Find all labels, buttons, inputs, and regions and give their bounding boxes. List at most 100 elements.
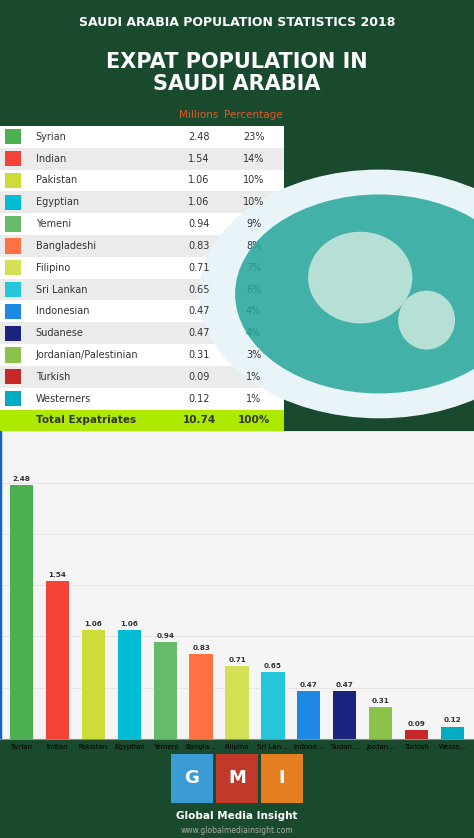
Text: 0.12: 0.12 [188, 394, 210, 404]
Text: Westerners: Westerners [36, 394, 91, 404]
Text: 0.83: 0.83 [192, 644, 210, 650]
Bar [82, 630, 105, 739]
Text: Global Media Insight: Global Media Insight [176, 811, 298, 821]
Text: Turkish: Turkish [36, 372, 70, 382]
Bar [154, 643, 177, 739]
Bar [0, 213, 284, 235]
Text: Egyptian: Egyptian [36, 197, 79, 207]
Text: 0.31: 0.31 [372, 698, 390, 704]
Text: SAUDI ARABIA POPULATION STATISTICS 2018: SAUDI ARABIA POPULATION STATISTICS 2018 [79, 17, 395, 29]
Text: 1.06: 1.06 [188, 197, 210, 207]
Text: Indonesian: Indonesian [36, 307, 89, 317]
Text: 8%: 8% [246, 241, 261, 251]
Text: 10%: 10% [243, 197, 264, 207]
Circle shape [199, 169, 474, 418]
Bar [0, 301, 284, 323]
Text: 0.09: 0.09 [408, 721, 426, 727]
Text: 1%: 1% [246, 372, 261, 382]
Text: 1%: 1% [246, 394, 261, 404]
Bar [0, 344, 284, 366]
Text: 6%: 6% [246, 285, 261, 295]
Bar [5, 238, 21, 254]
Bar [0, 169, 284, 191]
Bar [190, 654, 213, 739]
Text: 0.65: 0.65 [264, 663, 282, 670]
Bar [5, 348, 21, 363]
Text: Pakistan: Pakistan [36, 175, 77, 185]
Bar [0, 366, 284, 388]
Bar [216, 753, 258, 804]
Bar [5, 173, 21, 188]
Bar [297, 691, 320, 739]
Text: 0.94: 0.94 [156, 634, 174, 639]
Text: 1.54: 1.54 [188, 153, 210, 163]
Text: Bangladeshi: Bangladeshi [36, 241, 96, 251]
Text: 7%: 7% [246, 263, 261, 272]
Text: 1.06: 1.06 [120, 621, 138, 627]
Bar [10, 484, 33, 739]
Bar [46, 581, 69, 739]
Ellipse shape [235, 194, 474, 393]
Bar [261, 672, 284, 739]
Text: Jordanian/Palestinian: Jordanian/Palestinian [36, 350, 138, 360]
Text: 2.48: 2.48 [13, 476, 30, 482]
Bar [171, 753, 213, 804]
Text: 14%: 14% [243, 153, 264, 163]
Text: 1.54: 1.54 [48, 572, 66, 578]
Bar [405, 730, 428, 739]
Text: 3%: 3% [246, 350, 261, 360]
Bar [441, 727, 464, 739]
Bar [0, 235, 284, 257]
Text: 0.65: 0.65 [188, 285, 210, 295]
Bar [118, 630, 141, 739]
Bar [0, 257, 284, 279]
Bar [5, 370, 21, 385]
Bar [261, 753, 303, 804]
Text: 100%: 100% [237, 416, 270, 426]
Text: Syrian: Syrian [36, 132, 66, 142]
Text: Filipino: Filipino [36, 263, 70, 272]
Text: 10.74: 10.74 [182, 416, 216, 426]
Bar [0, 410, 284, 432]
Text: 0.71: 0.71 [188, 263, 210, 272]
Bar [5, 391, 21, 406]
Bar [333, 691, 356, 739]
Text: 1.06: 1.06 [188, 175, 210, 185]
Text: 1.06: 1.06 [84, 621, 102, 627]
Text: 2.48: 2.48 [188, 132, 210, 142]
Text: Yemeni: Yemeni [36, 219, 71, 229]
Bar [225, 666, 249, 739]
Text: www.globalmediainsight.com: www.globalmediainsight.com [181, 825, 293, 835]
Text: 0.47: 0.47 [336, 681, 354, 688]
Text: Sudanese: Sudanese [36, 328, 83, 339]
Text: Millions: Millions [179, 110, 219, 120]
Text: 0.31: 0.31 [188, 350, 210, 360]
Text: I: I [279, 769, 285, 788]
Bar [5, 151, 21, 166]
Text: 0.71: 0.71 [228, 657, 246, 663]
Bar [5, 282, 21, 297]
Text: 10%: 10% [243, 175, 264, 185]
Text: 0.47: 0.47 [188, 307, 210, 317]
Text: EXPAT POPULATION IN
SAUDI ARABIA: EXPAT POPULATION IN SAUDI ARABIA [106, 52, 368, 94]
Text: Percentage: Percentage [224, 110, 283, 120]
Text: Indian: Indian [36, 153, 66, 163]
Bar [369, 707, 392, 739]
Bar [5, 260, 21, 276]
Text: M: M [228, 769, 246, 788]
Bar [5, 129, 21, 144]
Text: 0.47: 0.47 [300, 681, 318, 688]
Text: G: G [184, 769, 200, 788]
Text: 0.83: 0.83 [188, 241, 210, 251]
Text: 0.12: 0.12 [444, 717, 461, 723]
Text: 0.09: 0.09 [188, 372, 210, 382]
Text: 4%: 4% [246, 307, 261, 317]
Ellipse shape [398, 291, 455, 349]
Text: Total Expatriates: Total Expatriates [36, 416, 136, 426]
Bar [5, 216, 21, 232]
Bar [0, 191, 284, 213]
Bar [5, 303, 21, 319]
Bar [0, 126, 284, 147]
Bar [5, 326, 21, 341]
Text: 0.47: 0.47 [188, 328, 210, 339]
